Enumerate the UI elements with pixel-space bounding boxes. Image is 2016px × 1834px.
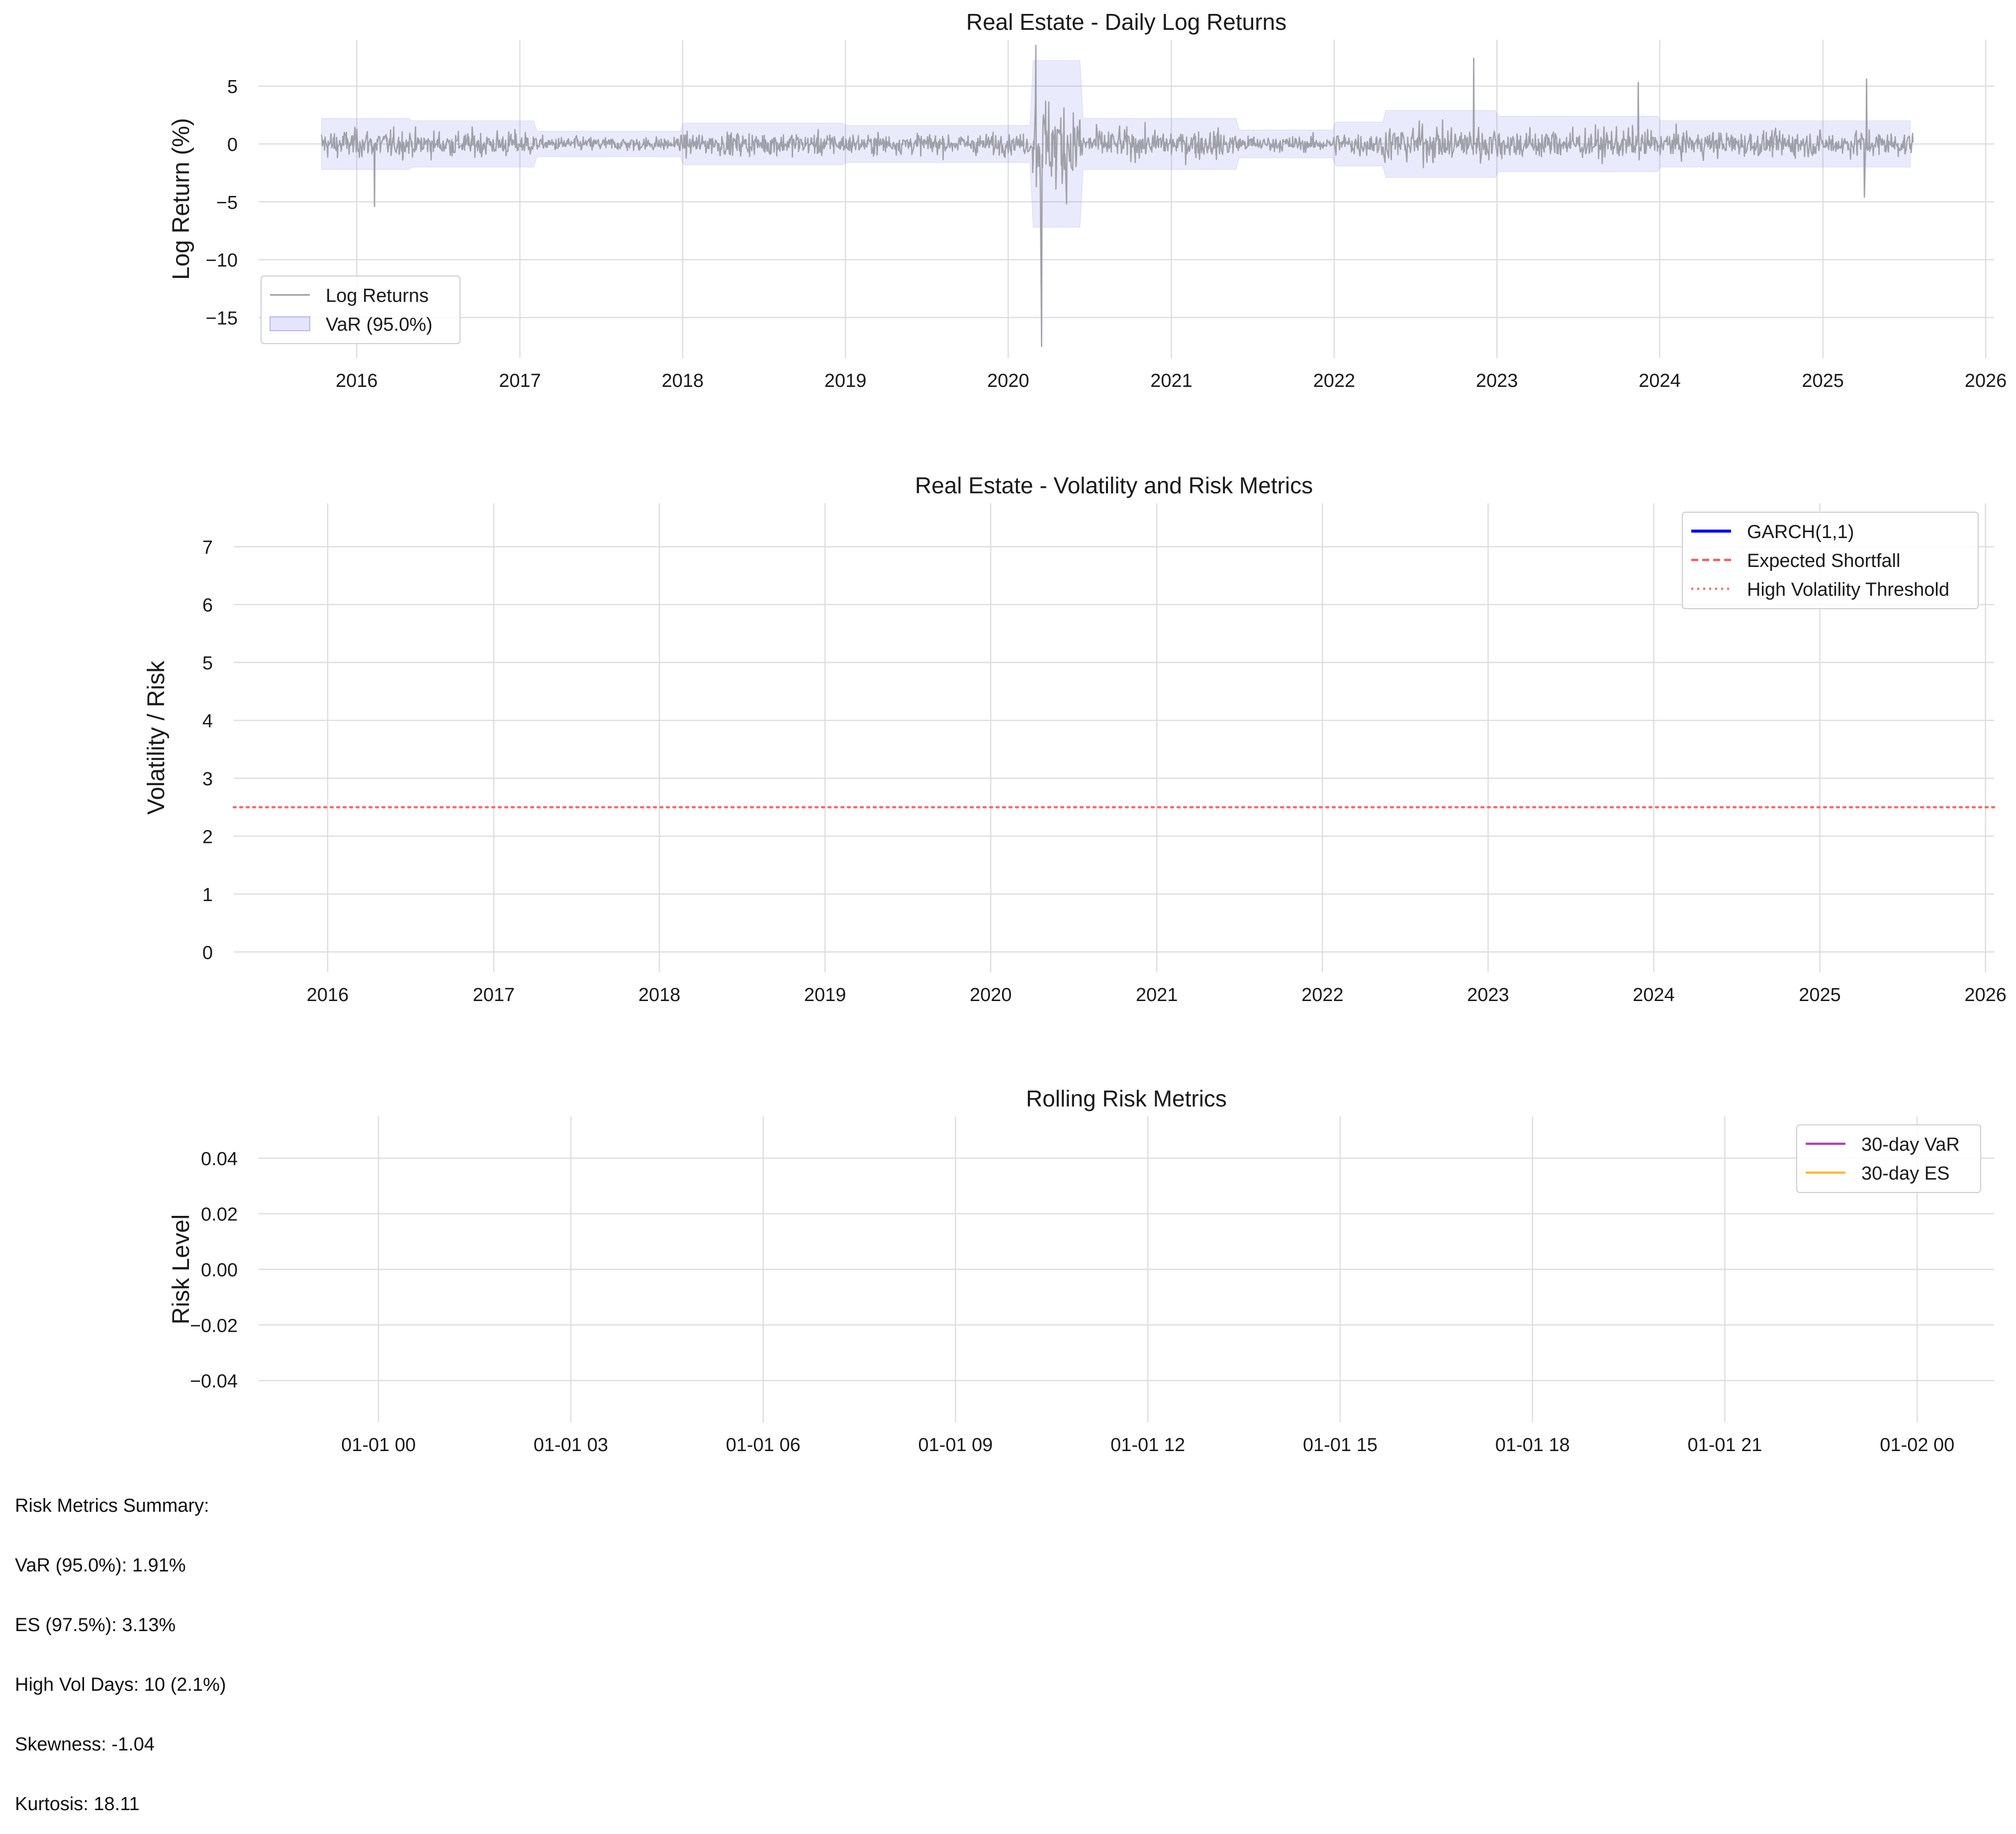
- legend-box: [1682, 512, 1979, 609]
- legend-entry: Log Returns: [326, 285, 429, 306]
- x-tick-label: 2016: [336, 370, 378, 391]
- y-tick-label: −5: [216, 192, 238, 213]
- x-tick-label: 2025: [1799, 985, 1841, 1006]
- x-tick-label: 2019: [825, 370, 867, 391]
- y-tick-label: −10: [206, 250, 238, 271]
- summary-kurtosis: Kurtosis: 18.11: [15, 1794, 140, 1815]
- y-tick-label: 5: [227, 77, 238, 97]
- x-tick-label: 01-01 00: [341, 1435, 416, 1456]
- legend-entry: 30-day ES: [1861, 1163, 1949, 1184]
- x-tick-label: 01-01 18: [1495, 1435, 1570, 1456]
- x-tick-label: 2020: [970, 985, 1012, 1006]
- x-tick-label: 2022: [1301, 985, 1344, 1006]
- x-tick-label: 2022: [1313, 370, 1356, 391]
- legend-entry: 30-day VaR: [1861, 1134, 1960, 1155]
- x-tick-label: 01-01 21: [1688, 1435, 1762, 1456]
- chart-1: Real Estate - Daily Log Returns Log Retur…: [168, 9, 2007, 391]
- legend-box: [261, 275, 460, 344]
- y-tick-label: 3: [202, 769, 213, 790]
- var-band: [321, 60, 1911, 228]
- legend-entry: Expected Shortfall: [1747, 550, 1900, 571]
- x-tick-label: 2025: [1802, 370, 1844, 391]
- x-tick-label: 2018: [639, 985, 681, 1006]
- y-axis-label: Volatility / Risk: [143, 660, 170, 815]
- x-tick-label: 2023: [1467, 985, 1509, 1006]
- log-returns-line: [321, 45, 1914, 348]
- y-tick-label: 6: [202, 595, 213, 616]
- x-tick-label: 2018: [661, 370, 704, 391]
- y-axis-label: Risk Level: [168, 1214, 194, 1324]
- legend-box: [1796, 1124, 1981, 1193]
- chart-title: Rolling Risk Metrics: [1026, 1086, 1227, 1111]
- x-tick-label: 01-01 15: [1303, 1435, 1377, 1456]
- x-tick-label: 2026: [1964, 985, 2007, 1006]
- y-tick-label: 0.00: [201, 1260, 238, 1281]
- y-tick-label: 4: [202, 711, 213, 732]
- summary-skewness: Skewness: -1.04: [15, 1734, 155, 1755]
- x-tick-label: 2021: [1136, 985, 1178, 1006]
- y-tick-label: 0.04: [201, 1149, 238, 1170]
- x-tick-label: 2026: [1965, 370, 2007, 391]
- y-tick-label: 2: [202, 826, 213, 847]
- x-tick-label: 2017: [473, 985, 515, 1006]
- legend-entry: High Volatility Threshold: [1747, 579, 1949, 600]
- x-tick-label: 2020: [987, 370, 1029, 391]
- x-tick-label: 2021: [1150, 370, 1192, 391]
- chart-title: Real Estate - Daily Log Returns: [966, 9, 1286, 35]
- x-tick-label: 2024: [1633, 985, 1675, 1006]
- y-tick-label: 0: [227, 134, 238, 155]
- y-tick-label: 0: [202, 942, 213, 963]
- legend-entry: VaR (95.0%): [326, 314, 433, 335]
- x-tick-label: 2016: [307, 985, 349, 1006]
- chart-3: Rolling Risk Metrics Risk Level 01-01 00 01…: [168, 1086, 1994, 1456]
- legend-entry: GARCH(1,1): [1747, 522, 1854, 543]
- x-tick-label: 01-02 00: [1880, 1435, 1954, 1456]
- x-tick-label: 01-01 03: [534, 1435, 608, 1456]
- chart-title: Real Estate - Volatility and Risk Metric…: [915, 472, 1313, 498]
- y-axis-label: Log Return (%): [168, 118, 194, 279]
- risk-metrics-summary: Risk Metrics Summary: VaR (95.0%): 1.91%…: [15, 1456, 226, 1834]
- risk-figure: Real Estate - Daily Log Returns Log Retur…: [143, 9, 2007, 1456]
- x-tick-label: 2023: [1476, 370, 1518, 391]
- x-tick-label: 01-01 06: [726, 1435, 801, 1456]
- summary-heading: Risk Metrics Summary:: [15, 1495, 209, 1516]
- summary-es: ES (97.5%): 3.13%: [15, 1615, 176, 1636]
- y-tick-label: 1: [202, 885, 213, 906]
- y-tick-label: 5: [202, 653, 213, 674]
- chart-2: Real Estate - Volatility and Risk Metric…: [143, 472, 2007, 1006]
- x-tick-label: 01-01 09: [918, 1435, 993, 1456]
- x-tick-label: 2024: [1639, 370, 1681, 391]
- legend-swatch: [270, 316, 310, 331]
- y-tick-label: −0.04: [190, 1371, 238, 1392]
- summary-var: VaR (95.0%): 1.91%: [15, 1555, 186, 1576]
- x-tick-label: 2019: [804, 985, 846, 1006]
- y-tick-label: 0.02: [201, 1204, 238, 1225]
- y-tick-label: −0.02: [190, 1315, 238, 1336]
- x-tick-label: 01-01 12: [1110, 1435, 1185, 1456]
- y-tick-label: 7: [202, 537, 213, 558]
- y-tick-label: −15: [206, 308, 238, 329]
- x-tick-label: 2017: [499, 370, 541, 391]
- summary-high-vol-days: High Vol Days: 10 (2.1%): [15, 1674, 226, 1695]
